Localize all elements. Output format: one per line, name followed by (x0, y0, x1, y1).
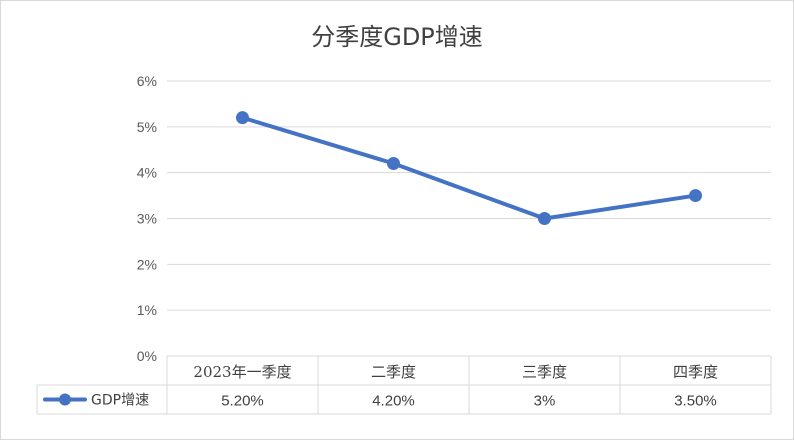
legend-marker (59, 393, 71, 406)
data-table-value: 4.20% (372, 393, 415, 410)
data-point (236, 111, 249, 125)
legend-label: GDP增速 (91, 393, 149, 409)
y-tick-label: 4% (137, 165, 157, 181)
y-tick-label: 0% (137, 348, 157, 364)
data-table-value: 3% (534, 393, 556, 410)
data-point (387, 157, 400, 170)
data-table-value: 3.50% (674, 393, 717, 410)
category-label: 三季度 (522, 363, 567, 381)
y-tick-label: 2% (137, 256, 157, 272)
category-label: 2023年一季度 (193, 363, 291, 381)
category-label: 四季度 (673, 363, 718, 381)
y-tick-label: 1% (137, 302, 157, 318)
y-tick-label: 3% (137, 211, 157, 227)
chart-title: 分季度GDP增速 (311, 23, 483, 51)
series-line (240, 115, 698, 221)
data-point (538, 212, 551, 225)
y-tick-label: 5% (137, 119, 157, 135)
y-tick-label: 6% (137, 73, 157, 89)
category-label: 二季度 (371, 363, 416, 381)
data-table-value: 5.20% (221, 393, 264, 410)
data-point (689, 189, 702, 203)
